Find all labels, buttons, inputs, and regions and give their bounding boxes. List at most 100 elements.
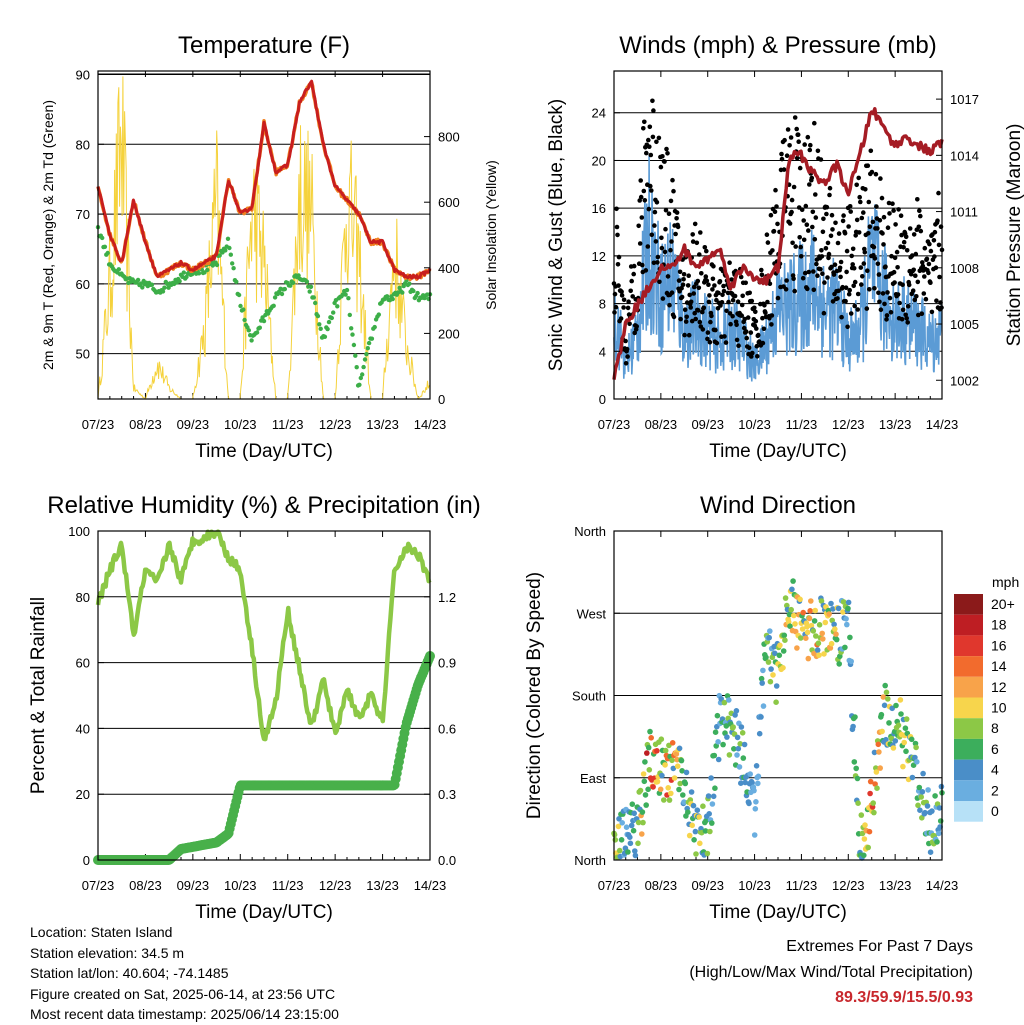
- direction-point: [755, 773, 762, 780]
- direction-point: [879, 728, 885, 735]
- gust-point: [769, 322, 774, 327]
- gust-point: [628, 288, 633, 294]
- legend-label: 18: [991, 617, 1007, 633]
- dewpoint-point: [205, 267, 210, 273]
- direction-point: [890, 745, 897, 751]
- dewpoint-point: [361, 364, 366, 370]
- gust-point: [626, 299, 631, 305]
- gust-point: [709, 313, 714, 319]
- gust-point: [774, 204, 779, 209]
- gust-point: [663, 207, 669, 213]
- direction-point: [768, 666, 774, 672]
- gust-point: [723, 340, 729, 345]
- direction-point: [822, 619, 829, 626]
- dewpoint-point: [223, 248, 228, 253]
- dewpoint-point: [105, 250, 110, 256]
- direction-point: [668, 790, 674, 797]
- gust-point: [708, 319, 713, 325]
- gust-point: [813, 215, 819, 220]
- y-axis-label: Percent & Total Rainfall: [28, 597, 49, 794]
- gust-point: [885, 225, 891, 230]
- direction-point: [642, 759, 648, 765]
- gust-point: [787, 143, 792, 148]
- direction-point: [763, 654, 769, 661]
- gust-point: [660, 154, 665, 159]
- gust-point: [707, 339, 713, 345]
- dewpoint-point: [231, 266, 236, 271]
- dewpoint-point: [365, 346, 370, 351]
- gust-point: [869, 169, 875, 175]
- gust-point: [755, 354, 760, 359]
- gust-point: [887, 295, 893, 301]
- x-tick-label: 12/23: [319, 417, 352, 432]
- direction-point: [770, 672, 776, 678]
- direction-point: [814, 647, 821, 653]
- x-tick-label: 12/23: [832, 878, 865, 893]
- gust-point: [865, 163, 871, 168]
- dewpoint-point: [288, 283, 293, 288]
- gust-point: [863, 187, 868, 192]
- chart-panel-3: Relative Humidity (%) & Precipitation (i…: [28, 492, 481, 923]
- direction-point: [903, 716, 910, 722]
- direction-point: [877, 765, 883, 771]
- gust-point: [697, 319, 703, 325]
- chart-panel-1: Temperature (F) 07/23 08/23 09/23 10/23 11/23…: [40, 32, 499, 462]
- gust-point: [638, 194, 644, 200]
- direction-point: [788, 606, 794, 613]
- gust-point: [818, 157, 824, 162]
- gust-point: [653, 239, 659, 244]
- gust-point: [918, 213, 923, 219]
- dewpoint-point: [311, 295, 316, 300]
- x-tick-label: 12/23: [319, 878, 352, 893]
- dewpoint-point: [390, 296, 395, 302]
- gust-point: [681, 272, 687, 277]
- direction-point: [718, 696, 724, 702]
- dewpoint-point: [149, 282, 155, 287]
- gust-point: [916, 312, 921, 318]
- gust-point: [836, 288, 841, 294]
- direction-point: [781, 632, 788, 639]
- legend-title: mph: [992, 574, 1019, 590]
- direction-point: [867, 790, 873, 797]
- gust-point: [770, 248, 775, 253]
- gust-point: [924, 256, 930, 262]
- gust-point: [785, 127, 791, 132]
- gust-point: [692, 310, 697, 316]
- gust-point: [639, 215, 645, 220]
- direction-point: [693, 851, 699, 857]
- x-tick-label: 07/23: [82, 878, 115, 893]
- direction-point: [835, 605, 842, 612]
- y-tick-label: 20: [76, 787, 90, 802]
- direction-point: [782, 595, 789, 601]
- legend-label: 20+: [991, 596, 1015, 612]
- gust-point: [811, 287, 817, 293]
- gust-point: [700, 327, 706, 332]
- gust-point: [705, 330, 711, 335]
- direction-point: [844, 621, 850, 628]
- dewpoint-point: [344, 287, 350, 293]
- gust-point: [727, 260, 732, 266]
- direction-point: [866, 828, 873, 835]
- gust-point: [926, 270, 931, 276]
- dewpoint-point: [246, 328, 251, 333]
- direction-point: [689, 822, 695, 829]
- direction-point: [619, 820, 625, 826]
- x-tick-label: 14/23: [414, 878, 447, 893]
- gust-point: [791, 184, 797, 190]
- gust-point: [865, 268, 870, 274]
- direction-point: [734, 734, 741, 741]
- gust-point: [832, 262, 838, 268]
- direction-point: [805, 655, 812, 662]
- gust-point: [878, 176, 883, 181]
- recent-data-text: Most recent data timestamp: 2025/06/14 2…: [30, 1006, 339, 1022]
- gust-point: [740, 293, 745, 299]
- gust-point: [798, 244, 803, 250]
- gust-point: [692, 221, 698, 227]
- direction-point: [924, 803, 931, 809]
- gust-point: [850, 262, 855, 267]
- gust-point: [621, 305, 626, 310]
- direction-point: [654, 778, 661, 785]
- direction-point: [873, 769, 880, 775]
- direction-point: [782, 637, 788, 643]
- gust-point: [927, 241, 932, 247]
